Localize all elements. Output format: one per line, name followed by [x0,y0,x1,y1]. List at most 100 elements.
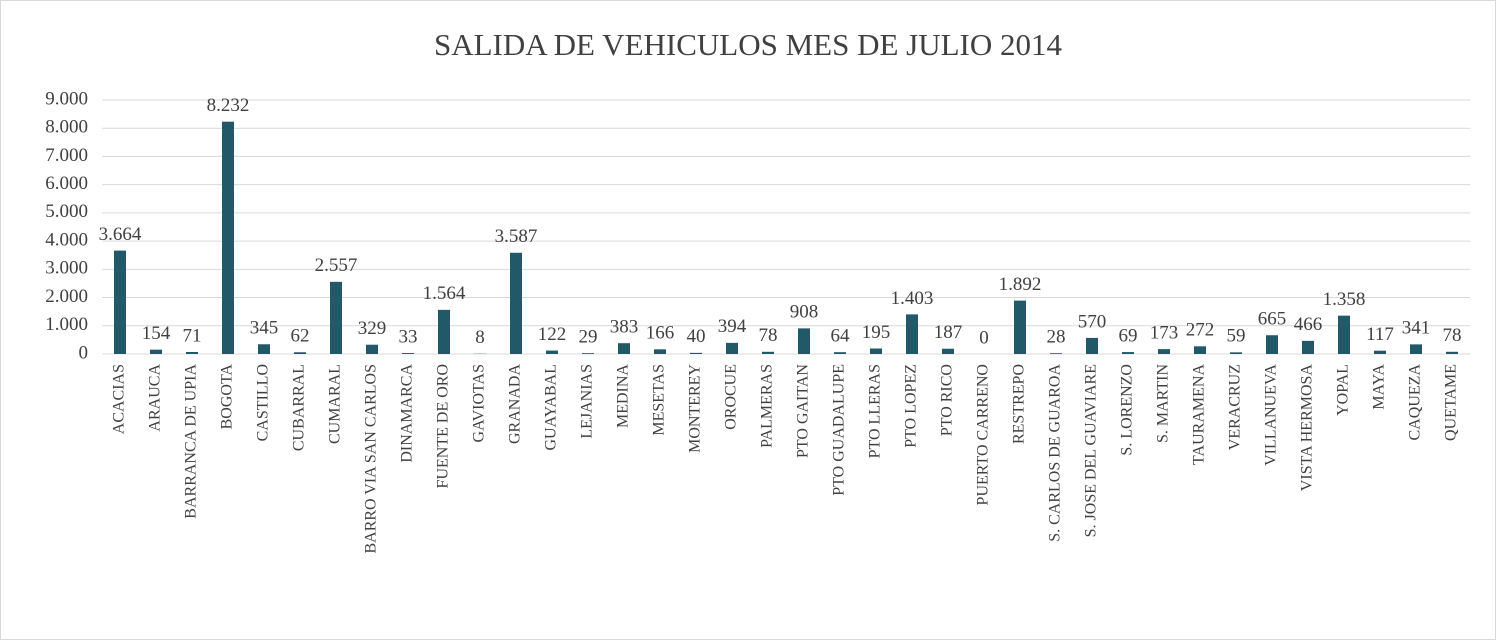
data-label: 187 [934,322,963,343]
bar [1086,337,1098,354]
x-tick-label: PTO GAITAN [795,364,812,458]
chart-title: SALIDA DE VEHICULOS MES DE JULIO 2014 [434,27,1063,62]
x-tick-label: CUBARRAL [291,364,308,451]
bar [726,342,738,354]
data-label: 40 [687,326,706,347]
x-tick-label: TAURAMENA [1191,364,1208,465]
x-tick-label: ARAUCA [147,364,164,432]
x-tick-label: VILLANUEVA [1263,364,1280,466]
y-tick-label: 5.000 [45,201,88,222]
y-tick-label: 1.000 [45,314,88,335]
bar [942,348,954,354]
data-label: 78 [759,325,778,346]
bar [510,252,522,354]
x-tick-label: CUMARAL [327,364,344,444]
y-tick-label: 9.000 [45,88,88,109]
bar [402,353,414,354]
data-label: 62 [291,326,310,347]
bar [1158,349,1170,354]
data-label: 394 [718,316,747,337]
data-label: 173 [1150,322,1179,343]
data-label: 3.664 [99,224,142,245]
x-tick-label: MEDINA [615,364,632,428]
bar [1446,351,1458,354]
x-tick-label: PTO LOPEZ [903,364,920,448]
bar [906,314,918,354]
x-tick-label: GRANADA [507,364,524,444]
y-tick-label: 8.000 [45,117,88,138]
bar [1014,300,1026,354]
data-label: 665 [1258,309,1287,330]
bar [294,352,306,354]
bar [1050,353,1062,354]
bar [798,328,810,354]
x-tick-label: FUENTE DE ORO [435,364,452,488]
data-label: 1.358 [1323,289,1366,310]
x-tick-label: S. LORENZO [1119,364,1136,456]
bar [114,250,126,354]
y-tick-label: 3.000 [45,258,88,279]
data-label: 29 [579,327,598,348]
x-tick-label: PUERTO CARRENO [975,364,992,505]
bar [1338,315,1350,354]
x-tick-label: S. CARLOS DE GUAROA [1047,364,1064,542]
data-label: 71 [183,325,202,346]
bar [654,349,666,354]
data-label: 1.403 [891,288,934,309]
data-label: 1.892 [999,274,1042,295]
bar [762,351,774,354]
data-label: 329 [358,318,387,339]
data-label: 466 [1294,314,1323,335]
data-label: 78 [1443,325,1462,346]
x-tick-label: BARRO VIA SAN CARLOS [363,364,380,554]
data-label: 117 [1366,324,1394,345]
bar [870,348,882,354]
y-tick-label: 2.000 [45,286,88,307]
bar [546,350,558,354]
x-tick-label: DINAMARCA [399,364,416,463]
bar [1410,344,1422,354]
x-tick-label: PTO RICO [939,364,956,436]
bar [1194,346,1206,354]
bar [1374,350,1386,354]
data-label: 570 [1078,311,1107,332]
bar [690,352,702,354]
data-label: 166 [646,323,675,344]
data-label: 28 [1047,327,1066,348]
x-tick-label: YOPAL [1335,364,1352,416]
bar [222,121,234,354]
data-label: 8.232 [207,95,250,116]
data-label: 59 [1227,326,1246,347]
x-tick-label: QUETAME [1443,364,1460,441]
bar [582,353,594,354]
data-label: 3.587 [495,226,538,247]
data-label: 345 [250,318,279,339]
y-tick-label: 7.000 [45,145,88,166]
bar [330,281,342,354]
data-label: 64 [831,326,851,347]
x-tick-label: PALMERAS [759,364,776,448]
bar [186,351,198,354]
data-label: 8 [475,327,485,348]
x-tick-label: CAQUEZA [1407,364,1424,441]
bar [834,352,846,354]
data-label: 383 [610,317,639,338]
bar [366,344,378,354]
data-label: 341 [1402,318,1431,339]
x-tick-label: BARRANCA DE UPIA [183,364,200,519]
x-tick-label: GAVIOTAS [471,364,488,442]
data-label: 122 [538,324,567,345]
data-label: 0 [979,327,989,348]
data-label: 154 [142,323,171,344]
x-tick-label: MESETAS [651,364,668,436]
data-label: 908 [790,302,819,323]
bar [1230,352,1242,354]
x-tick-label: RESTREPO [1011,364,1028,444]
bar [1122,352,1134,354]
y-tick-label: 4.000 [45,229,88,250]
x-tick-label: OROCUE [723,364,740,430]
x-tick-label: GUAYABAL [543,364,560,451]
x-tick-label: PTO GUADALUPE [831,364,848,496]
